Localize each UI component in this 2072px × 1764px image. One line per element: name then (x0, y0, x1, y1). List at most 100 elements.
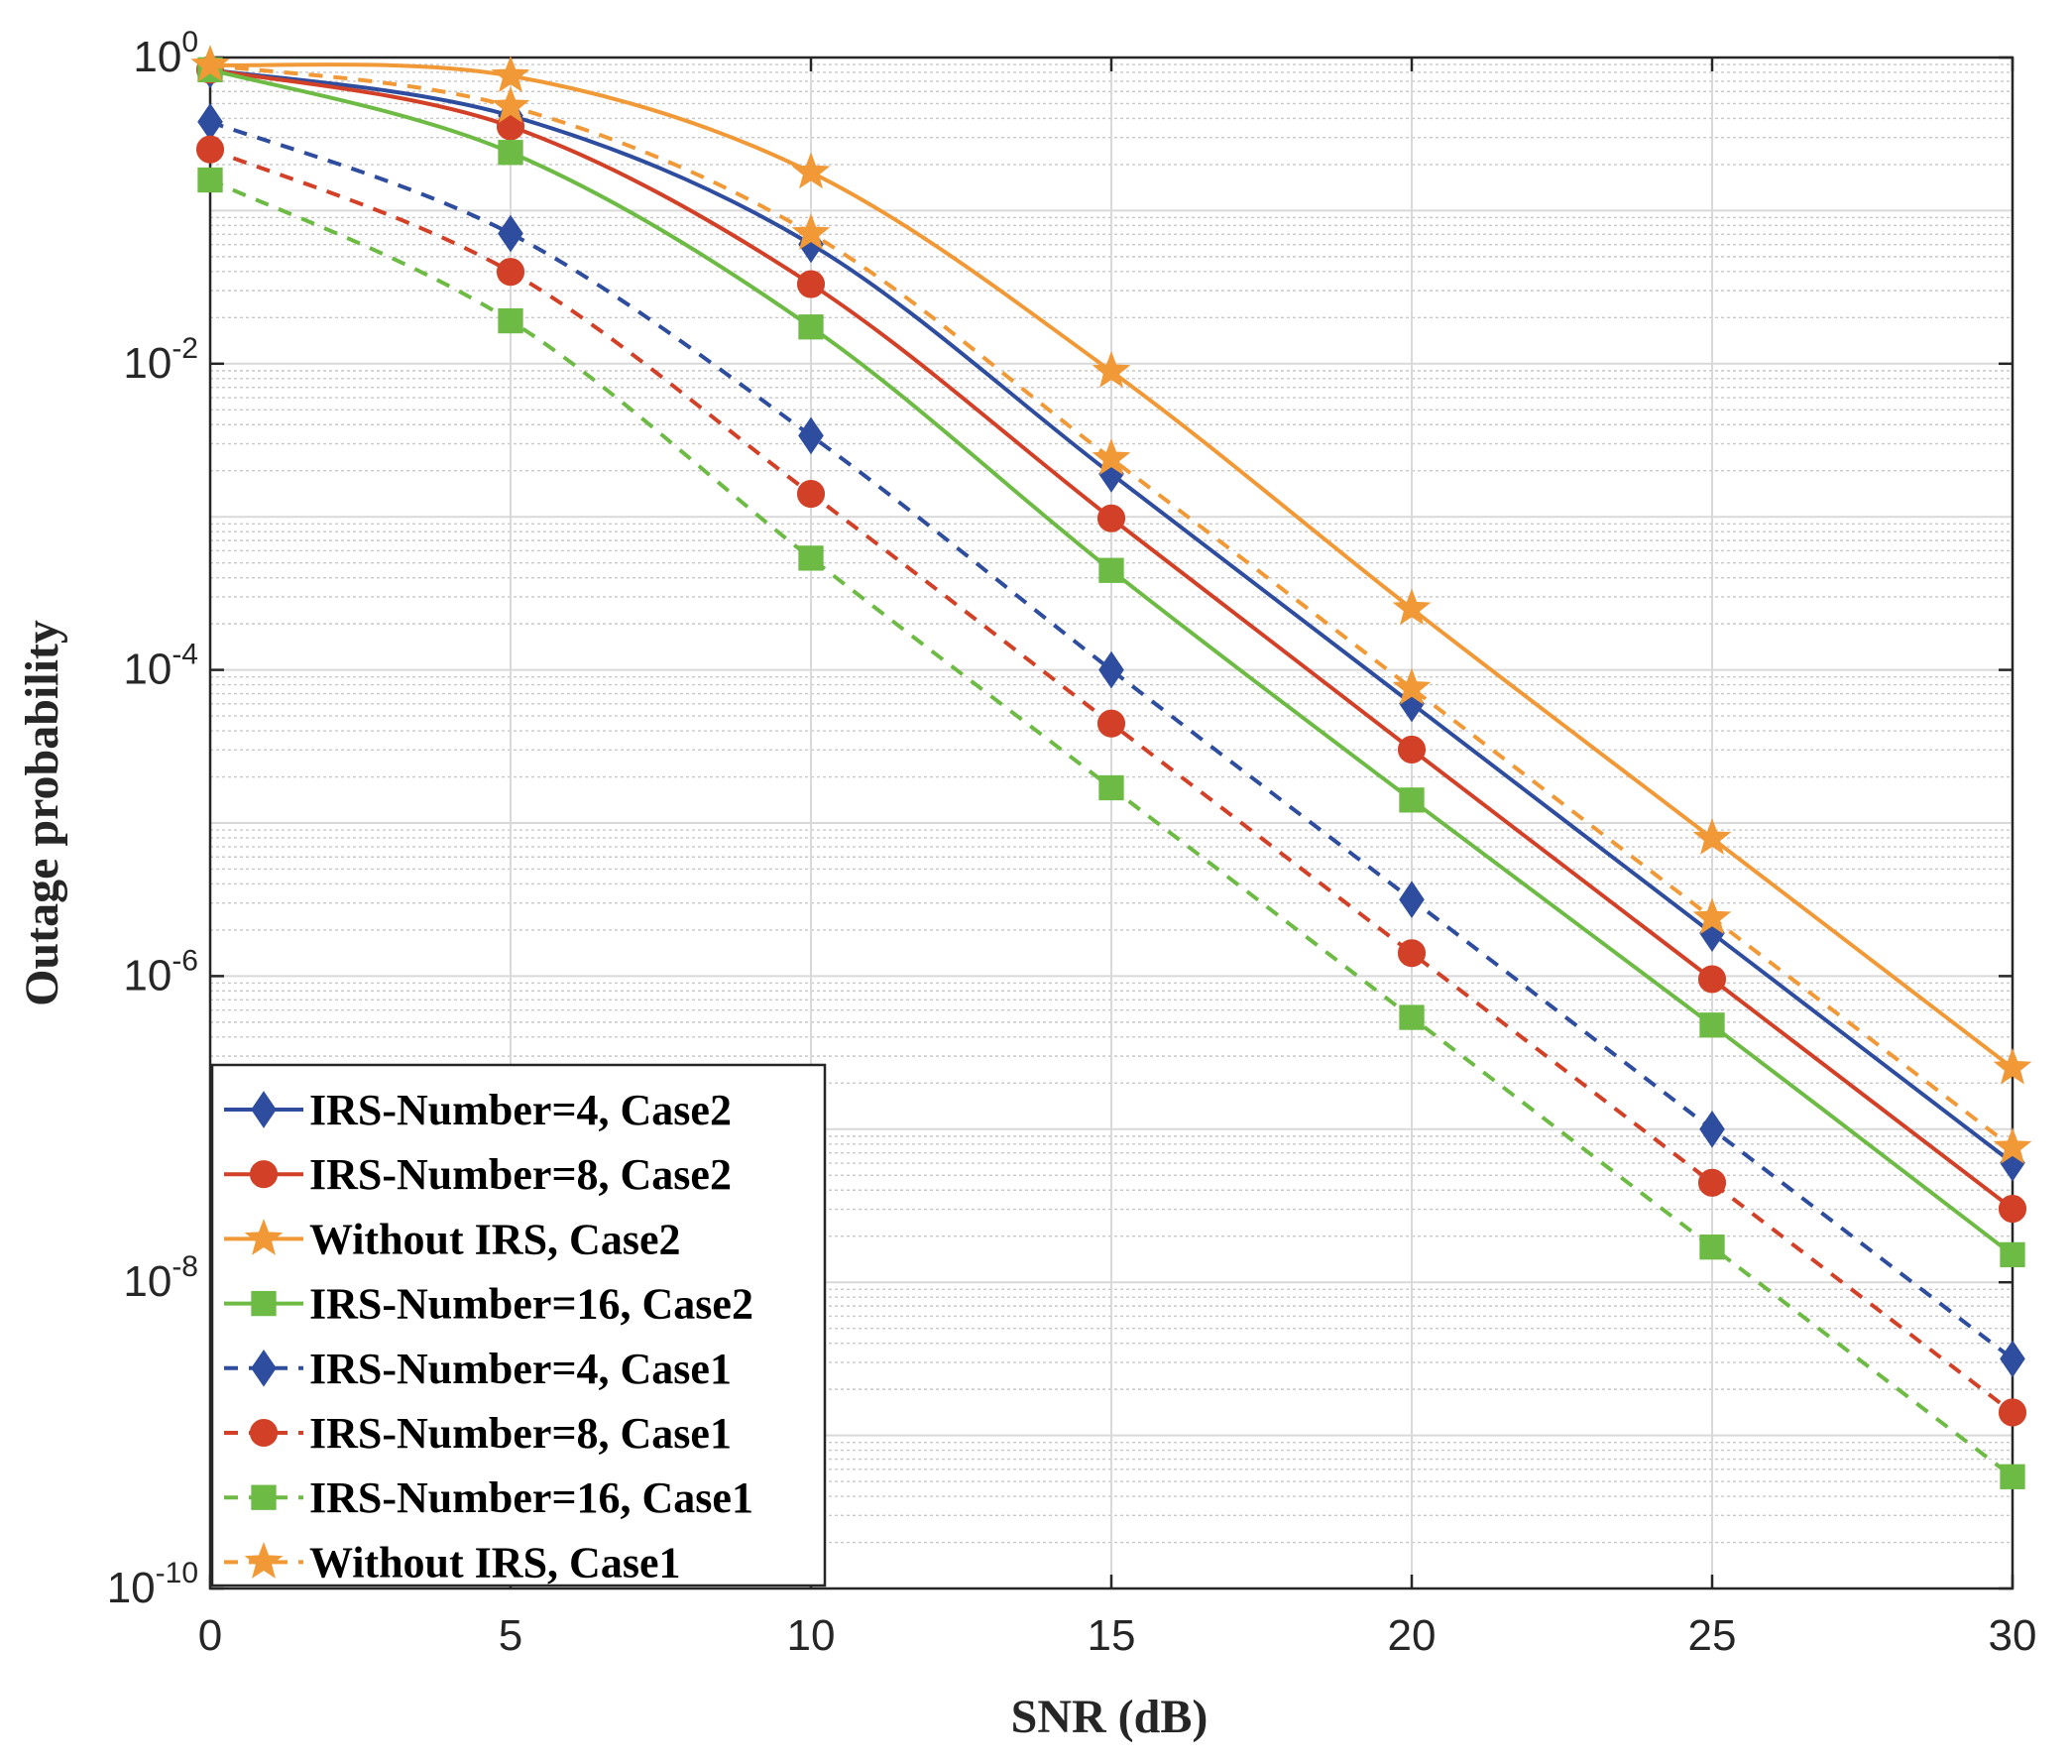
x-tick-label: 20 (1388, 1611, 1437, 1660)
legend-entry: Without IRS, Case2 (224, 1215, 680, 1263)
y-tick-exponent: -10 (156, 1557, 198, 1589)
circle-marker (249, 1418, 279, 1448)
y-tick-label: 10-2 (123, 332, 198, 388)
legend-entry: IRS-Number=16, Case1 (224, 1473, 753, 1522)
star-marker (1993, 1047, 2032, 1085)
square-marker (498, 140, 523, 166)
circle-marker (1998, 1398, 2027, 1427)
y-tick-base: 10 (107, 1564, 156, 1612)
square-marker (1399, 1004, 1425, 1030)
star-marker (791, 213, 831, 250)
legend-entry: Without IRS, Case1 (224, 1538, 680, 1587)
y-tick-label: 10-10 (107, 1557, 198, 1612)
square-marker (498, 307, 523, 334)
y-tick-base: 10 (123, 951, 172, 1000)
circle-marker (1697, 965, 1727, 994)
circle-marker (1998, 1195, 2027, 1224)
circle-marker (195, 135, 225, 164)
star-marker (491, 86, 530, 123)
y-tick-base: 10 (123, 339, 172, 388)
circle-marker (1397, 735, 1427, 764)
legend-entry: IRS-Number=8, Case1 (224, 1409, 732, 1458)
square-marker (2000, 1241, 2025, 1268)
diamond-marker (1699, 1110, 1725, 1148)
y-tick-label: 100 (133, 26, 198, 81)
legend-label: Without IRS, Case1 (309, 1538, 680, 1587)
series-4 (197, 57, 2025, 1268)
series-lines (190, 45, 2032, 1489)
star-marker (1692, 897, 1732, 935)
diamond-marker (2000, 1340, 2025, 1378)
circle-marker (1096, 504, 1126, 532)
star-marker (791, 152, 831, 189)
star-marker (1092, 351, 1131, 388)
legend-label: IRS-Number=16, Case2 (309, 1280, 753, 1329)
series-5 (197, 103, 2025, 1378)
circle-marker (249, 1160, 279, 1189)
star-marker (1392, 588, 1432, 626)
y-axis-label: Outage probability (16, 620, 68, 1006)
diamond-marker (498, 214, 523, 253)
circle-marker (496, 258, 525, 287)
series-6 (195, 135, 2027, 1427)
star-marker (244, 1219, 284, 1255)
y-tick-label: 10-8 (123, 1250, 198, 1306)
y-tick-exponent: -8 (172, 1250, 198, 1283)
x-tick-label: 10 (787, 1611, 836, 1660)
square-marker (798, 545, 824, 571)
star-marker (244, 1542, 284, 1579)
diamond-marker (251, 1091, 277, 1128)
x-tick-label: 0 (198, 1611, 222, 1660)
square-marker (2000, 1464, 2025, 1489)
legend-entry: IRS-Number=8, Case2 (224, 1150, 732, 1199)
diamond-marker (798, 416, 824, 455)
diamond-marker (1098, 650, 1124, 689)
legend-box (210, 1063, 827, 1588)
square-marker (251, 1484, 277, 1510)
star-marker (1993, 1127, 2032, 1164)
legend-label: IRS-Number=8, Case2 (309, 1150, 732, 1199)
x-tick-label: 30 (1989, 1611, 2037, 1660)
legend-entry: IRS-Number=4, Case1 (224, 1345, 732, 1393)
square-marker (251, 1290, 277, 1317)
legend-label: IRS-Number=8, Case1 (309, 1409, 732, 1458)
star-marker (1692, 818, 1732, 855)
legend-label: IRS-Number=4, Case2 (309, 1086, 732, 1134)
legend-label: Without IRS, Case2 (309, 1215, 680, 1263)
circle-marker (1096, 709, 1126, 738)
y-tick-base: 10 (133, 33, 181, 81)
square-marker (1399, 787, 1425, 813)
legend-label: IRS-Number=4, Case1 (309, 1345, 732, 1393)
x-tick-label: 25 (1688, 1611, 1737, 1660)
legend: IRS-Number=4, Case2 IRS-Number=8, Case2 Wi… (210, 1063, 827, 1588)
legend-entry: IRS-Number=16, Case2 (224, 1280, 753, 1329)
circle-marker (1397, 939, 1427, 968)
y-tick-exponent: -4 (172, 639, 198, 671)
diamond-marker (1399, 881, 1425, 919)
series-8 (190, 45, 2032, 1164)
diamond-marker (251, 1349, 277, 1387)
y-tick-exponent: -6 (172, 944, 198, 977)
x-tick-label: 15 (1088, 1611, 1136, 1660)
x-tick-label: 5 (499, 1611, 522, 1660)
y-tick-exponent: -2 (172, 332, 198, 365)
square-marker (1699, 1235, 1725, 1260)
x-axis-label: SNR (dB) (1011, 1691, 1209, 1743)
circle-marker (796, 479, 826, 509)
y-tick-label: 10-6 (123, 944, 198, 1000)
series-7 (197, 167, 2025, 1489)
legend-entry: IRS-Number=4, Case2 (224, 1086, 732, 1134)
star-marker (1092, 438, 1131, 475)
square-marker (1098, 774, 1124, 801)
square-marker (1098, 557, 1124, 583)
circle-marker (796, 270, 826, 298)
star-marker (190, 45, 230, 82)
circle-marker (1697, 1168, 1727, 1197)
square-marker (197, 167, 223, 193)
y-tick-exponent: 0 (181, 26, 198, 59)
square-marker (1699, 1012, 1725, 1038)
square-marker (798, 314, 824, 340)
y-tick-base: 10 (123, 646, 172, 694)
